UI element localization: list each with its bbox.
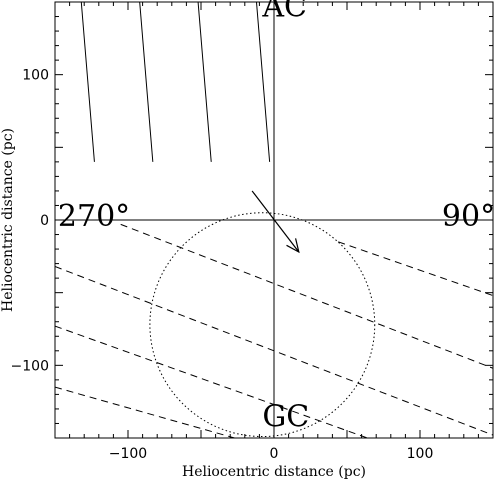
- annotation-label: 90°: [442, 199, 495, 234]
- annotation-label: 270°: [58, 199, 130, 234]
- y-tick-label: 0: [40, 213, 49, 229]
- dashed-line: [120, 223, 493, 369]
- dashed-line: [55, 325, 368, 438]
- tick-layer: −100 0 100 −100 0 100: [11, 1, 494, 462]
- annotation-label: GC: [262, 399, 309, 434]
- data-layer: [55, 2, 493, 438]
- x-tick-label: 100: [407, 446, 434, 462]
- annotation-layer: AC GC 270° 90°: [58, 0, 495, 434]
- y-tick-label: −100: [11, 358, 49, 374]
- dotted-circle: [149, 212, 376, 438]
- y-axis-title: Heliocentric distance (pc): [0, 128, 16, 312]
- solid-line: [255, 2, 271, 162]
- y-tick-label: 100: [22, 68, 49, 84]
- dashed-line: [338, 241, 493, 297]
- arrow-head: [286, 238, 300, 254]
- dashed-line: [55, 266, 493, 436]
- x-axis-title: Heliocentric distance (pc): [182, 464, 366, 480]
- solid-line: [197, 2, 212, 162]
- solid-line: [139, 2, 154, 162]
- annotation-label: AC: [261, 0, 307, 25]
- solid-line: [80, 2, 95, 162]
- dashed-line: [55, 386, 235, 438]
- x-tick-label: 0: [270, 446, 279, 462]
- arrow-shaft: [251, 190, 300, 253]
- x-tick-label: −100: [109, 446, 147, 462]
